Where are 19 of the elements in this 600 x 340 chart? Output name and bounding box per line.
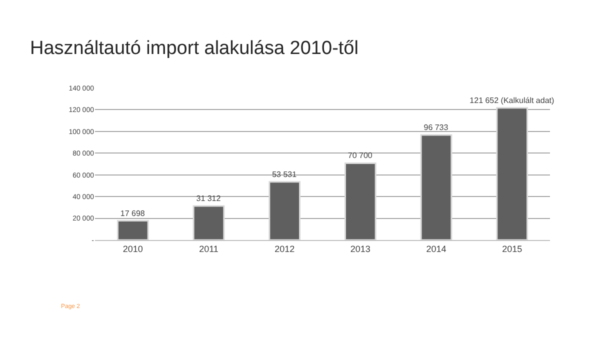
- x-tick-label: 2011: [199, 244, 218, 254]
- bar: [344, 162, 376, 240]
- bar: [268, 181, 300, 240]
- data-label: 53 531: [272, 170, 298, 179]
- x-tick-label: 2010: [122, 244, 143, 254]
- bar: [496, 107, 528, 240]
- bar: [420, 134, 452, 240]
- x-tick-label: 2015: [502, 244, 522, 254]
- x-tick-label: 2014: [426, 244, 446, 254]
- bar: [117, 220, 149, 240]
- data-label: 31 312: [196, 194, 222, 203]
- data-label: 17 698: [120, 208, 146, 218]
- x-tick-label: 2012: [274, 244, 295, 254]
- x-tick-label: 2013: [350, 244, 370, 254]
- data-label: 96 733: [424, 122, 449, 132]
- data-label: 121 652 (Kalkulált adat): [470, 96, 555, 105]
- data-label: 70 700: [348, 151, 373, 160]
- chart-title: Használtautó import alakulása 2010-től: [30, 38, 358, 60]
- bar: [192, 205, 225, 240]
